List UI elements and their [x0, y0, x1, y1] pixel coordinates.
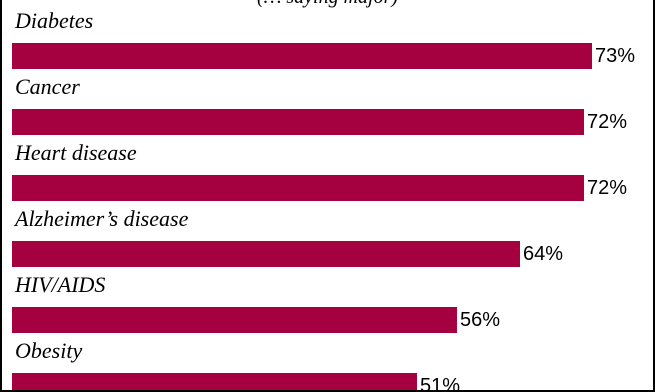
bar [12, 373, 417, 390]
value-label: 72% [587, 111, 628, 133]
chart-subtitle: (… saying major) [2, 0, 653, 9]
bar [12, 43, 592, 69]
value-label: 64% [523, 243, 564, 265]
value-label: 56% [460, 309, 501, 331]
category-label: HIV/AIDS [15, 272, 106, 297]
category-label: Alzheimer’s disease [15, 206, 189, 231]
bar [12, 307, 457, 333]
category-label: Obesity [15, 338, 83, 363]
value-label: 72% [587, 177, 628, 199]
bar [12, 241, 520, 267]
category-label: Heart disease [15, 140, 137, 165]
category-label: Cancer [15, 74, 80, 99]
value-label: 73% [595, 45, 636, 67]
value-label: 51% [420, 375, 461, 392]
bar [12, 175, 584, 201]
category-label: Diabetes [15, 8, 94, 33]
bar [12, 109, 584, 135]
